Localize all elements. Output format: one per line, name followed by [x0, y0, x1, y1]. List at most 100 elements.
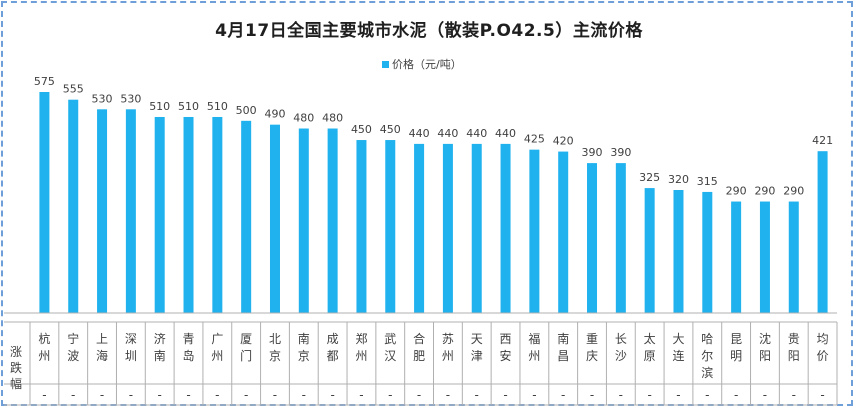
- change-value: -: [330, 388, 334, 402]
- category-label: 郑州: [355, 331, 367, 363]
- change-value: -: [42, 388, 46, 402]
- bar: [125, 109, 136, 313]
- bar: [759, 201, 770, 313]
- category-label: 成都: [327, 332, 339, 363]
- change-value: -: [820, 388, 824, 402]
- bar: [68, 99, 79, 314]
- bar: [183, 116, 194, 313]
- category-label: 合肥: [413, 331, 425, 363]
- value-label: 390: [582, 146, 603, 159]
- value-label: 440: [409, 127, 430, 140]
- change-value: -: [734, 388, 738, 402]
- change-value: -: [532, 388, 536, 402]
- value-label: 420: [553, 135, 574, 148]
- bar: [241, 120, 252, 314]
- change-value: -: [446, 388, 450, 402]
- change-value: -: [302, 388, 306, 402]
- category-label: 苏州: [442, 332, 454, 363]
- change-value: -: [475, 388, 479, 402]
- category-label: 大连: [672, 332, 684, 363]
- value-label: 510: [178, 100, 199, 113]
- change-value: -: [590, 388, 594, 402]
- change-value: -: [273, 388, 277, 402]
- category-label: 重庆: [586, 332, 598, 363]
- bar: [97, 109, 108, 313]
- value-label: 325: [639, 171, 660, 184]
- value-label: 490: [264, 108, 285, 121]
- value-label: 440: [437, 127, 458, 140]
- category-label: 济南: [154, 331, 166, 363]
- value-label: 320: [668, 173, 689, 186]
- change-value: -: [676, 388, 680, 402]
- value-label: 530: [120, 92, 141, 105]
- value-label: 290: [754, 185, 775, 198]
- value-label: 290: [783, 185, 804, 198]
- legend-swatch: [382, 60, 389, 68]
- category-label: 宁波: [67, 331, 79, 363]
- change-value: -: [417, 388, 421, 402]
- change-value: -: [647, 388, 651, 402]
- value-label: 421: [812, 134, 833, 147]
- value-label: 290: [726, 185, 747, 198]
- value-label: 555: [63, 83, 84, 96]
- bar: [212, 116, 223, 313]
- change-row-header: 涨跌幅: [10, 344, 22, 391]
- bar: [615, 163, 626, 313]
- value-label: 315: [697, 175, 718, 188]
- value-label: 450: [351, 123, 372, 136]
- legend-label: 价格（元/吨）: [392, 58, 462, 71]
- change-value: -: [388, 388, 392, 402]
- bar: [702, 191, 713, 313]
- value-label: 480: [322, 112, 343, 125]
- value-label: 440: [466, 127, 487, 140]
- category-label: 贵阳: [788, 332, 800, 363]
- change-value: -: [71, 388, 75, 402]
- value-label: 480: [293, 112, 314, 125]
- category-label: 西安: [500, 332, 512, 363]
- category-label: 南京: [298, 331, 310, 363]
- change-value: -: [215, 388, 219, 402]
- legend: 价格（元/吨）: [382, 57, 462, 71]
- category-label: 北京: [269, 332, 281, 363]
- value-label: 510: [149, 100, 170, 113]
- category-label: 哈尔滨: [701, 332, 713, 380]
- bar: [817, 151, 828, 313]
- value-label: 390: [610, 146, 631, 159]
- category-label: 上海: [96, 332, 108, 363]
- bar: [385, 140, 396, 313]
- category-label: 长沙: [615, 332, 627, 363]
- category-label: 杭州: [38, 331, 50, 363]
- change-value: -: [244, 388, 248, 402]
- bar: [442, 143, 453, 313]
- bar: [529, 149, 540, 313]
- bar: [414, 143, 425, 313]
- category-label: 南昌: [557, 331, 569, 363]
- bar: [788, 201, 799, 313]
- change-value: -: [619, 388, 623, 402]
- change-value: -: [561, 388, 565, 402]
- bar: [644, 188, 655, 313]
- category-label: 广州: [211, 332, 223, 363]
- change-value: -: [705, 388, 709, 402]
- category-label: 太原: [644, 331, 656, 363]
- chart-title: 4月17日全国主要城市水泥（散装P.O42.5）主流价格: [215, 21, 643, 41]
- bar: [327, 128, 338, 313]
- bar: [731, 201, 742, 313]
- change-value: -: [186, 388, 190, 402]
- change-value: -: [100, 388, 104, 402]
- category-label: 福州: [528, 331, 540, 363]
- change-value: -: [129, 388, 133, 402]
- bar: [500, 143, 511, 313]
- bar: [269, 124, 280, 314]
- value-label: 510: [207, 100, 228, 113]
- category-label: 青岛: [183, 332, 195, 363]
- change-value: -: [763, 388, 767, 402]
- value-label: 450: [380, 123, 401, 136]
- value-label: 530: [92, 92, 113, 105]
- category-label: 武汉: [384, 332, 396, 363]
- bar: [471, 143, 482, 313]
- bar: [298, 128, 309, 313]
- change-value: -: [158, 388, 162, 402]
- change-value: -: [792, 388, 796, 402]
- category-label: 深圳: [125, 332, 137, 363]
